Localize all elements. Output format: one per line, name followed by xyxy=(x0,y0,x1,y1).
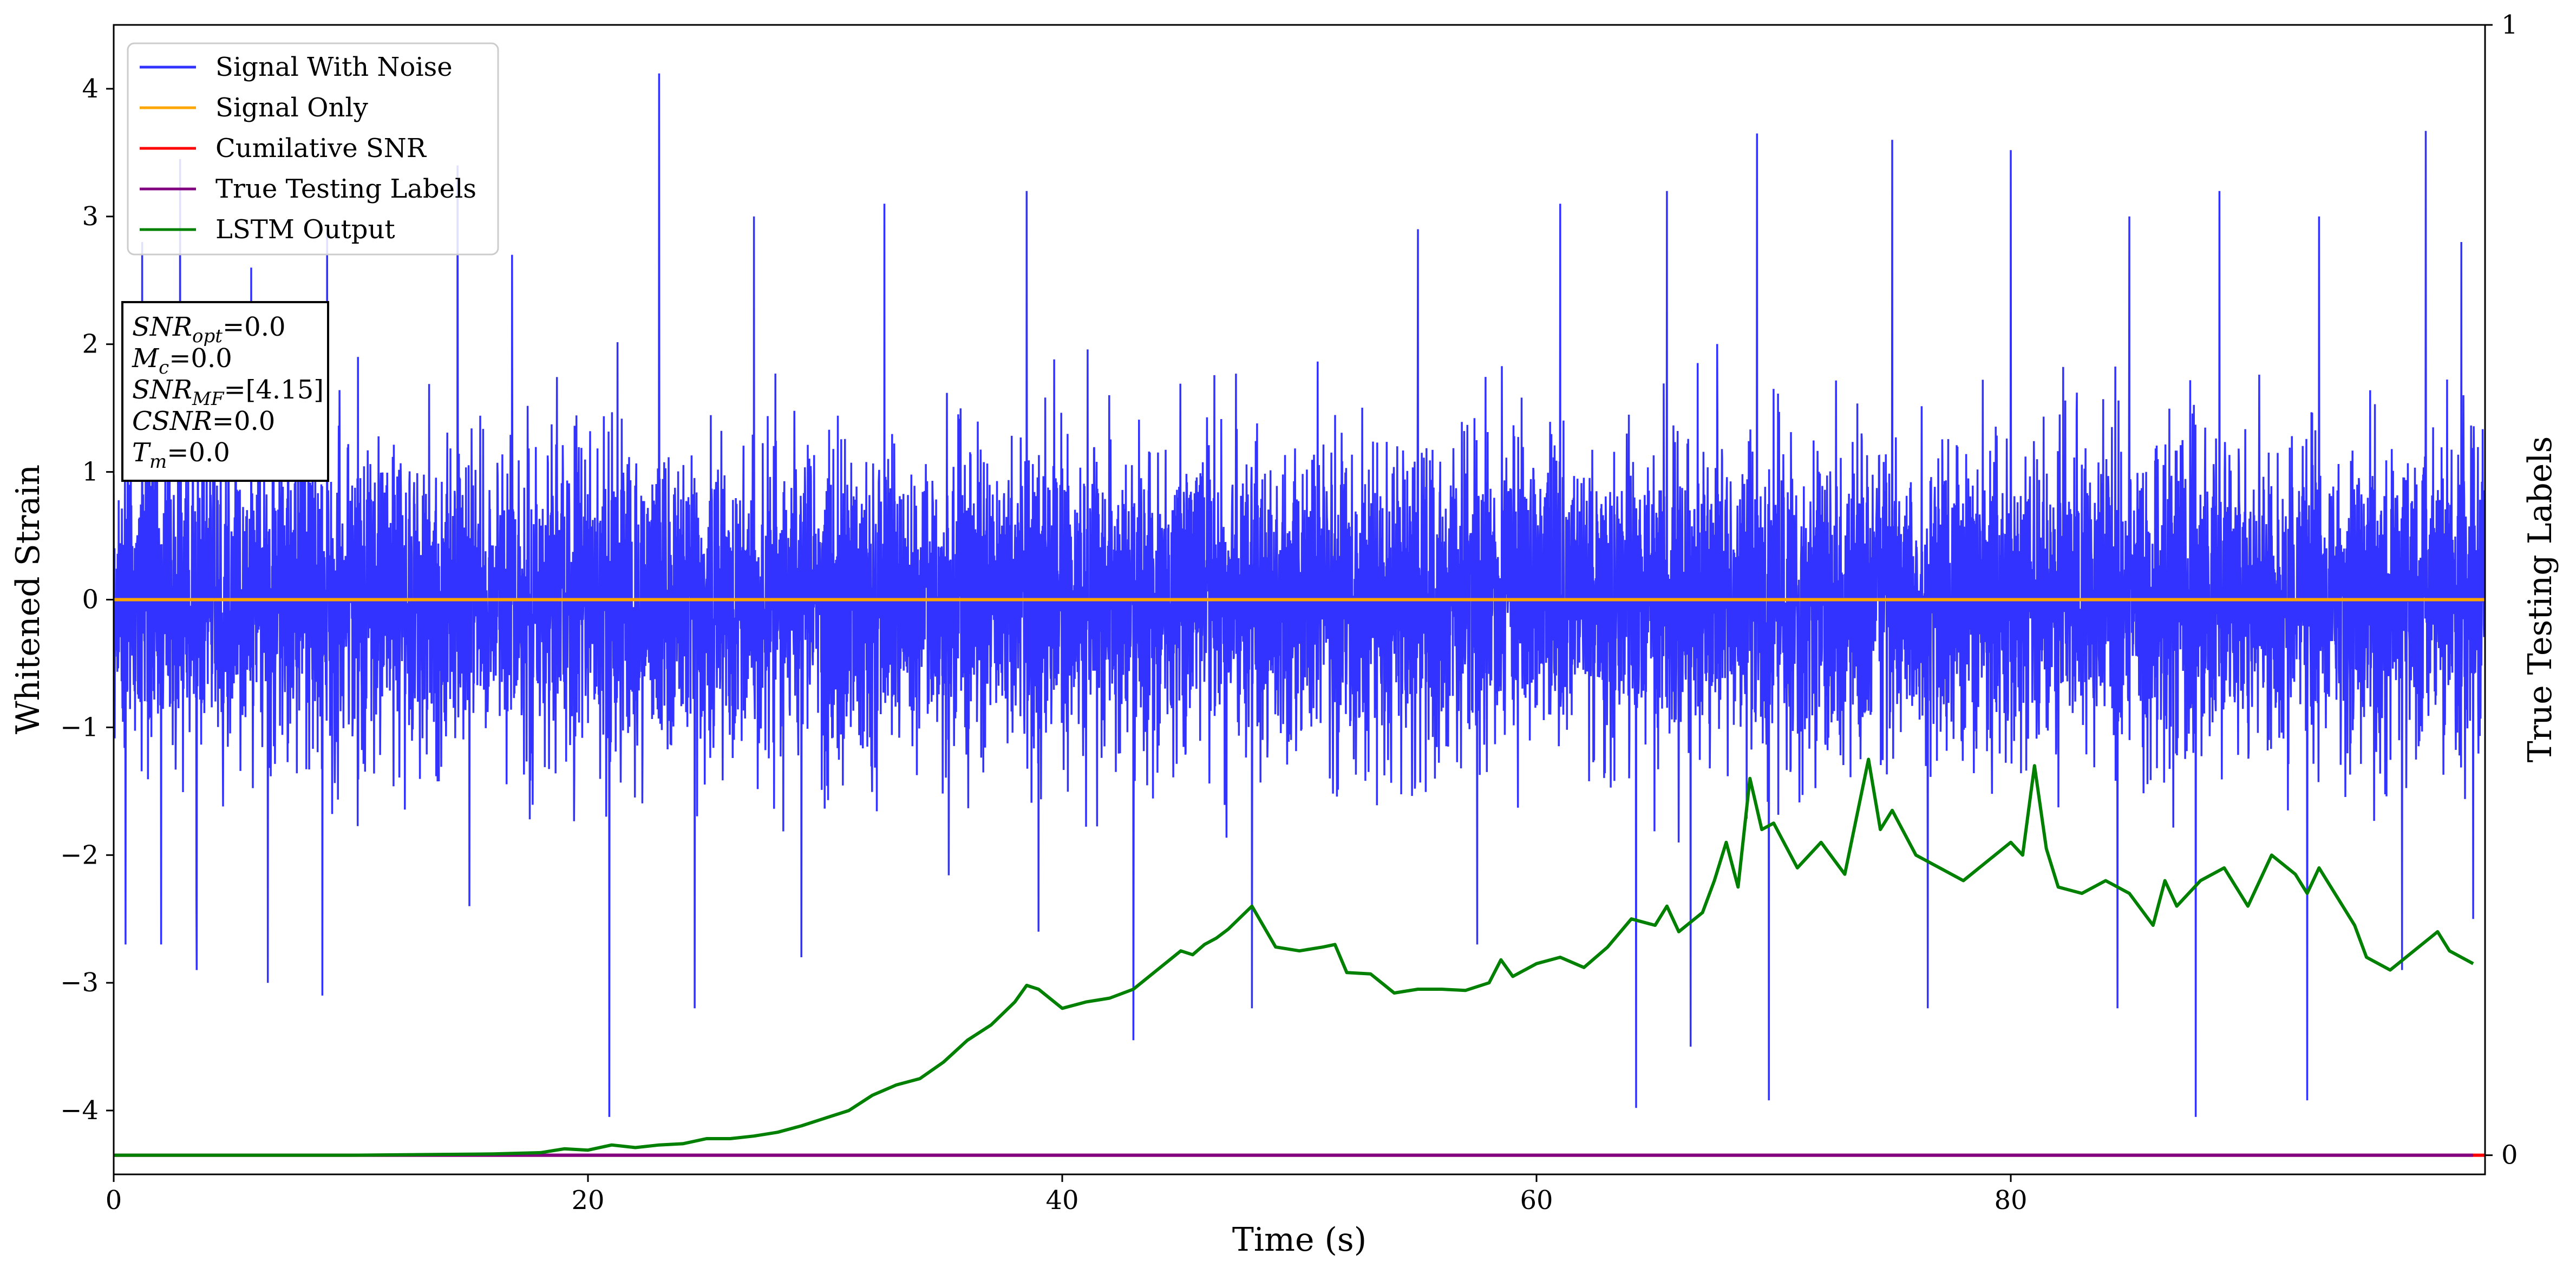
annotation-var: CSNR xyxy=(132,406,212,436)
y-tick-label: −2 xyxy=(60,840,99,870)
annotation-var: SNR xyxy=(132,312,192,342)
legend-label: Cumilative SNR xyxy=(215,133,427,164)
legend-label: Signal With Noise xyxy=(215,52,453,82)
annotation-val: =0.0 xyxy=(169,343,232,374)
y2-axis-title: True Testing Labels xyxy=(2521,436,2559,763)
annotation-sub: m xyxy=(149,451,167,473)
annotation-line: Tm=0.0 xyxy=(132,437,230,473)
y-tick-label: 2 xyxy=(82,329,99,360)
annotation-line: CSNR=0.0 xyxy=(132,406,275,436)
y2-tick-label: 1 xyxy=(2501,10,2518,40)
y-tick-label: −1 xyxy=(60,712,99,742)
x-tick-label: 20 xyxy=(571,1185,604,1216)
annotation-val: =0.0 xyxy=(167,437,230,468)
x-axis-ticks: 0 20 40 60 80 xyxy=(106,1174,2028,1216)
x-tick-label: 40 xyxy=(1045,1185,1078,1216)
legend-label: LSTM Output xyxy=(215,214,395,245)
annotation-val: =0.0 xyxy=(212,406,276,436)
y2-tick-label: 0 xyxy=(2501,1140,2518,1171)
annotation-line: SNRMF=[4.15] xyxy=(132,375,324,410)
annotation-sub: c xyxy=(159,357,169,378)
annotation-line: SNRopt=0.0 xyxy=(132,312,286,347)
series-signal-with-noise xyxy=(114,73,2485,1117)
legend-label: Signal Only xyxy=(215,93,368,123)
y-tick-label: −4 xyxy=(60,1095,99,1126)
x-tick-label: 60 xyxy=(1520,1185,1553,1216)
y-tick-label: −3 xyxy=(60,968,99,998)
annotation-line: Mc=0.0 xyxy=(132,343,232,378)
annotation-var: SNR xyxy=(132,375,192,405)
y-tick-label: 1 xyxy=(82,457,99,487)
y-axis-ticks: −4 −3 −2 −1 0 1 2 3 4 xyxy=(60,74,114,1126)
annotation-box: SNRopt=0.0Mc=0.0SNRMF=[4.15]CSNR=0.0Tm=0… xyxy=(121,301,329,482)
y-tick-label: 0 xyxy=(82,585,99,615)
annotation-var: T xyxy=(132,437,151,468)
y2-axis-ticks: 01 xyxy=(2485,10,2518,1171)
x-tick-label: 80 xyxy=(1994,1185,2027,1216)
y-axis-title: Whitened Strain xyxy=(9,465,47,734)
annotation-val: =[4.15] xyxy=(224,375,324,405)
annotation-sub: MF xyxy=(192,388,225,410)
annotation-frame xyxy=(121,301,329,482)
series-lstm-output xyxy=(114,757,2474,1157)
x-axis-title: Time (s) xyxy=(1232,1221,1367,1259)
legend-label: True Testing Labels xyxy=(215,174,476,204)
annotation-sub: opt xyxy=(192,325,223,347)
legend: Signal With Noise Signal Only Cumilative S… xyxy=(127,42,499,256)
annotation-var: M xyxy=(132,343,160,374)
legend-box xyxy=(127,42,499,256)
y-tick-label: 4 xyxy=(82,74,99,104)
y-tick-label: 3 xyxy=(82,201,99,232)
series-layer xyxy=(114,73,2485,1157)
x-tick-label: 0 xyxy=(106,1185,122,1216)
annotation-val: =0.0 xyxy=(223,312,286,342)
